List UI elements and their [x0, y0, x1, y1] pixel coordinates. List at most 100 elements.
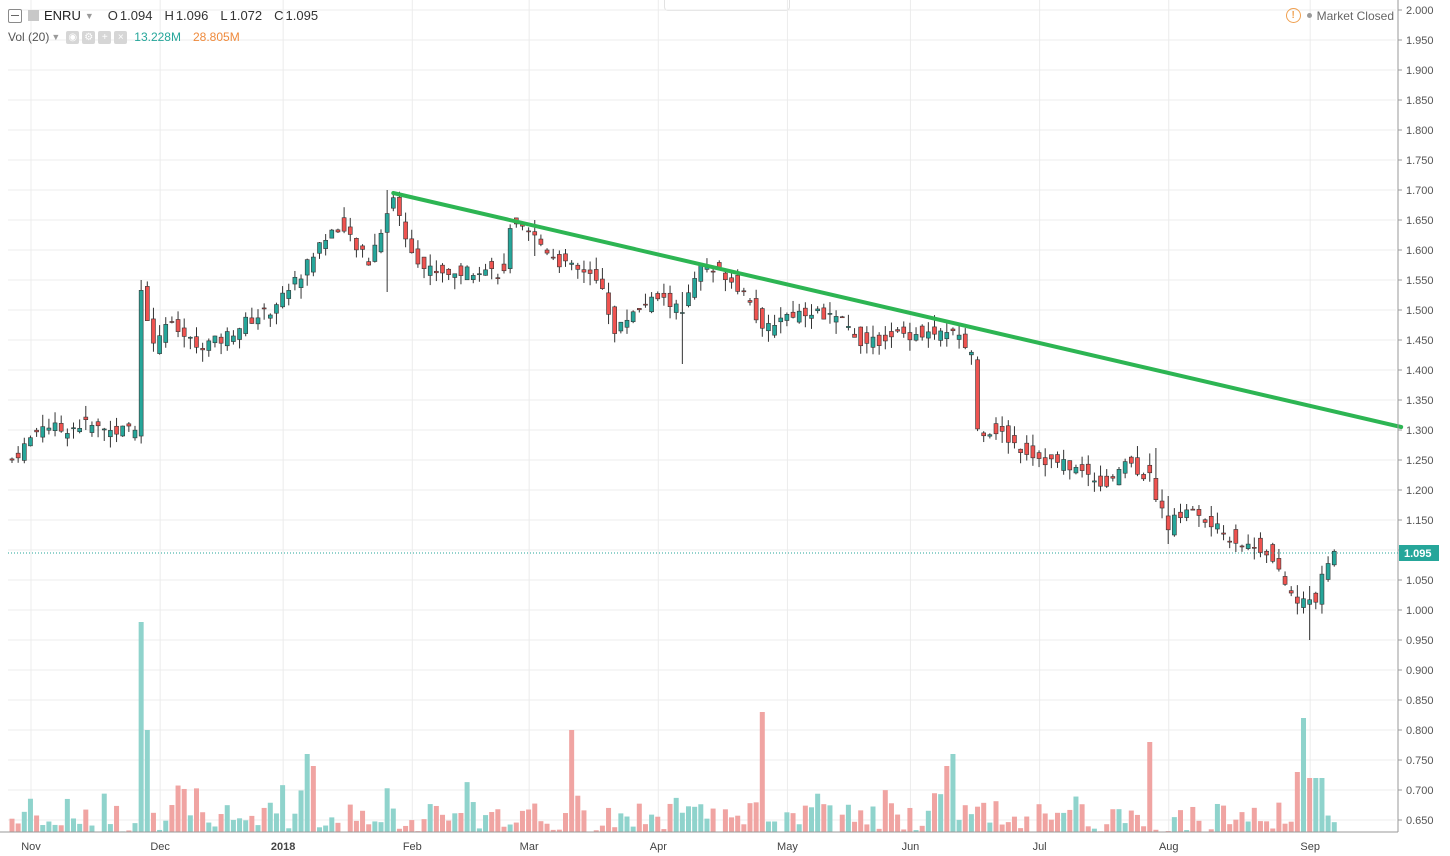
- volume-bar: [329, 817, 335, 832]
- volume-bar: [390, 808, 396, 832]
- candle-body: [132, 429, 138, 439]
- close-label: C: [274, 8, 284, 23]
- candle-body: [1129, 456, 1134, 464]
- candle-body: [126, 423, 132, 427]
- candle-body: [255, 317, 261, 325]
- candle-body: [981, 432, 987, 437]
- settings-icon[interactable]: ⚙: [82, 30, 96, 44]
- volume-bar: [77, 823, 83, 832]
- candle-body: [698, 265, 704, 282]
- candle-body: [1085, 463, 1091, 475]
- volume-bar: [999, 824, 1005, 832]
- volume-bar: [181, 788, 187, 832]
- candle-body: [145, 286, 150, 321]
- candle-body: [452, 273, 458, 278]
- candle-body: [446, 268, 451, 275]
- volume-bar: [335, 822, 341, 832]
- y-tick-label: 1.700: [1406, 185, 1434, 197]
- volume-bar: [40, 825, 46, 832]
- volume-bar: [790, 813, 796, 832]
- volume-bar: [175, 785, 181, 832]
- plus-icon[interactable]: +: [98, 30, 112, 44]
- volume-bar: [772, 821, 778, 832]
- volume-bar: [218, 814, 224, 832]
- y-tick-label: 1.050: [1406, 575, 1434, 587]
- eye-icon[interactable]: ◉: [66, 30, 80, 44]
- volume-indicator-name[interactable]: Vol (20): [8, 30, 50, 44]
- volume-bar: [89, 825, 95, 832]
- volume-bar: [1116, 809, 1122, 832]
- volume-bar: [52, 824, 58, 832]
- candle-body: [280, 292, 285, 308]
- y-tick-label: 0.700: [1406, 785, 1434, 797]
- candle-body: [421, 256, 427, 269]
- volume-bar: [1073, 796, 1079, 832]
- volume-bar: [722, 809, 728, 832]
- volume-bar: [421, 819, 427, 832]
- candle-body: [1178, 511, 1183, 519]
- candle-body: [1172, 514, 1177, 536]
- volume-bar: [519, 810, 525, 832]
- volume-bar: [304, 754, 310, 832]
- volume-bar: [907, 807, 913, 832]
- volume-bar: [378, 822, 384, 832]
- volume-bar: [1018, 828, 1024, 832]
- candle-body: [532, 231, 538, 236]
- candle-body: [612, 306, 618, 334]
- candle-body: [507, 228, 513, 269]
- volume-bar: [1319, 778, 1325, 832]
- candle-body: [1092, 480, 1097, 483]
- volume-bar: [593, 830, 599, 832]
- candle-body: [409, 238, 415, 254]
- candle-body: [636, 308, 642, 311]
- volume-bar: [1061, 812, 1067, 832]
- volume-bar: [71, 818, 76, 832]
- volume-bar: [187, 815, 193, 832]
- volume-bar: [427, 804, 433, 832]
- volume-bar: [1233, 819, 1239, 832]
- candle-body: [323, 239, 328, 249]
- y-tick-label: 0.650: [1406, 815, 1434, 827]
- volume-bar: [1288, 821, 1294, 832]
- candle-body: [557, 254, 562, 268]
- candle-body: [40, 426, 46, 438]
- candle-body: [790, 311, 796, 318]
- collapse-toggle-icon[interactable]: [8, 8, 22, 23]
- volume-bar: [1055, 812, 1060, 832]
- volume-bar: [1122, 823, 1128, 832]
- volume-bar: [938, 794, 944, 832]
- volume-bar: [642, 824, 648, 832]
- candle-body: [101, 428, 107, 431]
- volume-bar: [1214, 803, 1220, 832]
- volume-bar: [1079, 804, 1085, 832]
- volume-bar: [458, 812, 464, 832]
- close-icon[interactable]: ×: [114, 30, 128, 44]
- candle-body: [298, 278, 304, 288]
- chevron-down-icon[interactable]: ▼: [51, 32, 61, 42]
- candle-body: [1258, 537, 1263, 553]
- volume-bar: [1196, 820, 1202, 832]
- symbol-name[interactable]: ENRU: [44, 8, 81, 23]
- y-tick-label: 1.200: [1406, 485, 1434, 497]
- volume-bar: [212, 826, 218, 832]
- candle-body: [341, 217, 347, 232]
- x-tick-label: Mar: [520, 841, 539, 853]
- candle-body: [1055, 454, 1060, 463]
- volume-bar: [163, 820, 169, 832]
- volume-bar: [27, 798, 33, 832]
- volume-bar: [1171, 817, 1177, 832]
- candle-body: [544, 249, 550, 254]
- candle-body: [1042, 457, 1048, 466]
- volume-bar: [729, 817, 735, 832]
- trendline: [391, 191, 1404, 429]
- candle-body: [415, 248, 421, 265]
- y-tick-label: 0.900: [1406, 665, 1434, 677]
- volume-bar: [852, 821, 858, 832]
- chevron-down-icon[interactable]: ▼: [84, 10, 94, 21]
- candle-body: [661, 292, 667, 298]
- candle-body: [938, 330, 943, 341]
- candle-body: [710, 270, 716, 273]
- candle-body: [151, 318, 156, 344]
- low-label: L: [220, 8, 228, 23]
- volume-bar: [1257, 821, 1263, 832]
